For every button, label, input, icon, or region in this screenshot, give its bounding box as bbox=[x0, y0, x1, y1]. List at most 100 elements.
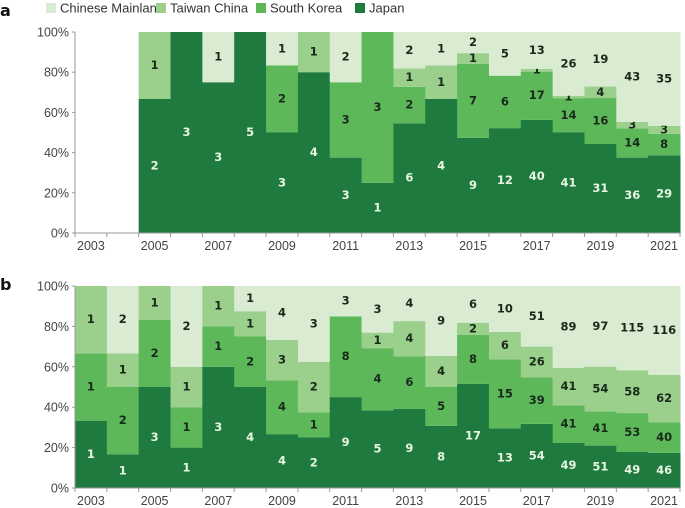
bar-segment bbox=[616, 452, 649, 488]
data-label: 2 bbox=[246, 354, 254, 368]
bar-segment bbox=[393, 408, 426, 488]
bar-segment bbox=[266, 132, 299, 233]
data-label: 54 bbox=[592, 382, 608, 396]
data-label: 12 bbox=[497, 173, 513, 187]
data-label: 41 bbox=[561, 379, 577, 393]
bar-segment bbox=[616, 32, 649, 123]
data-label: 26 bbox=[561, 56, 577, 70]
bar-segment bbox=[297, 361, 331, 413]
bar-segment bbox=[488, 32, 522, 76]
bar-segment bbox=[361, 410, 394, 488]
bar-segment bbox=[234, 387, 267, 488]
y-tick-label: 100% bbox=[37, 26, 69, 40]
y-tick-label: 60% bbox=[44, 360, 69, 374]
bar-segment bbox=[393, 286, 426, 322]
data-label: 4 bbox=[596, 85, 604, 99]
bar-segment bbox=[266, 434, 299, 488]
data-label: 3 bbox=[278, 175, 286, 189]
bar-segment bbox=[616, 286, 649, 371]
x-tick-label: 2019 bbox=[586, 239, 614, 253]
data-label: 51 bbox=[592, 459, 608, 473]
x-tick-label: 2003 bbox=[77, 239, 105, 253]
data-label: 2 bbox=[469, 35, 477, 49]
data-label: 6 bbox=[405, 171, 413, 185]
bar-segment bbox=[297, 412, 331, 438]
bar-segment bbox=[457, 32, 490, 54]
bar-segment bbox=[520, 286, 554, 347]
legend-swatch bbox=[355, 3, 365, 13]
bar-segment bbox=[488, 128, 522, 233]
data-label: 2 bbox=[469, 321, 477, 335]
data-label: 17 bbox=[529, 88, 545, 102]
bar-segment bbox=[648, 452, 681, 488]
bar-segment bbox=[297, 32, 331, 73]
data-label: 3 bbox=[214, 420, 222, 434]
x-tick-label: 2017 bbox=[523, 494, 551, 508]
data-label: 9 bbox=[342, 435, 350, 449]
data-label: 36 bbox=[624, 188, 640, 202]
bar-segment bbox=[584, 143, 617, 233]
bar-segment bbox=[297, 72, 331, 233]
bar-segment bbox=[648, 125, 681, 134]
x-tick-label: 2007 bbox=[204, 239, 232, 253]
data-label: 54 bbox=[529, 448, 545, 462]
data-label: 49 bbox=[561, 458, 577, 472]
data-label: 5 bbox=[501, 46, 509, 60]
bar-segment bbox=[202, 32, 235, 83]
bar-segment bbox=[202, 326, 235, 367]
data-label: 115 bbox=[620, 321, 644, 335]
x-tick-label: 2013 bbox=[395, 494, 423, 508]
bar-segment bbox=[202, 286, 235, 327]
data-label: 1 bbox=[119, 363, 127, 377]
bar-segment bbox=[616, 128, 649, 158]
bar-segment bbox=[552, 32, 585, 96]
legend-label: Japan bbox=[369, 1, 404, 16]
data-label: 2 bbox=[151, 159, 159, 173]
bar-segment bbox=[552, 443, 585, 488]
data-label: 49 bbox=[624, 463, 640, 477]
data-label: 1 bbox=[278, 41, 286, 55]
data-label: 1 bbox=[214, 50, 222, 64]
data-label: 1 bbox=[87, 447, 95, 461]
bar-segment bbox=[170, 407, 203, 448]
data-label: 46 bbox=[656, 463, 672, 477]
y-tick-label: 20% bbox=[44, 441, 69, 455]
bars: 2133153214133213621241197121265401711341… bbox=[138, 32, 681, 233]
bar-segment bbox=[329, 157, 363, 233]
panel-label: a bbox=[0, 1, 11, 20]
bar-segment bbox=[488, 428, 522, 488]
data-label: 4 bbox=[278, 400, 286, 414]
bar-segment bbox=[329, 286, 363, 317]
data-label: 1 bbox=[246, 316, 254, 330]
data-label: 1 bbox=[87, 380, 95, 394]
x-tick-label: 2005 bbox=[141, 494, 169, 508]
bar-segment bbox=[425, 99, 458, 233]
data-label: 2 bbox=[278, 92, 286, 106]
data-label: 1 bbox=[151, 295, 159, 309]
bar-segment bbox=[457, 383, 490, 488]
bar-segment bbox=[266, 65, 299, 133]
bar-segment bbox=[106, 454, 140, 488]
data-label: 41 bbox=[561, 417, 577, 431]
data-label: 3 bbox=[628, 118, 636, 132]
bar-segment bbox=[520, 68, 554, 72]
x-tick-label: 2017 bbox=[523, 239, 551, 253]
bar-segment bbox=[457, 53, 490, 64]
x-tick-label: 2011 bbox=[332, 239, 359, 253]
data-label: 2 bbox=[342, 50, 350, 64]
data-label: 1 bbox=[437, 75, 445, 89]
bar-segment bbox=[616, 122, 649, 129]
bar-segment bbox=[520, 346, 554, 378]
bar-segment bbox=[520, 119, 554, 233]
x-tick-label: 2015 bbox=[459, 239, 487, 253]
data-label: 8 bbox=[660, 137, 668, 151]
x-tick-label: 2005 bbox=[141, 239, 169, 253]
data-label: 2 bbox=[182, 319, 190, 333]
bar-segment bbox=[584, 98, 617, 144]
data-label: 4 bbox=[405, 296, 413, 310]
bar-segment bbox=[138, 319, 172, 387]
data-label: 1 bbox=[310, 45, 318, 59]
data-label: 7 bbox=[469, 93, 477, 107]
data-label: 31 bbox=[592, 181, 608, 195]
bar-segment bbox=[488, 331, 522, 360]
